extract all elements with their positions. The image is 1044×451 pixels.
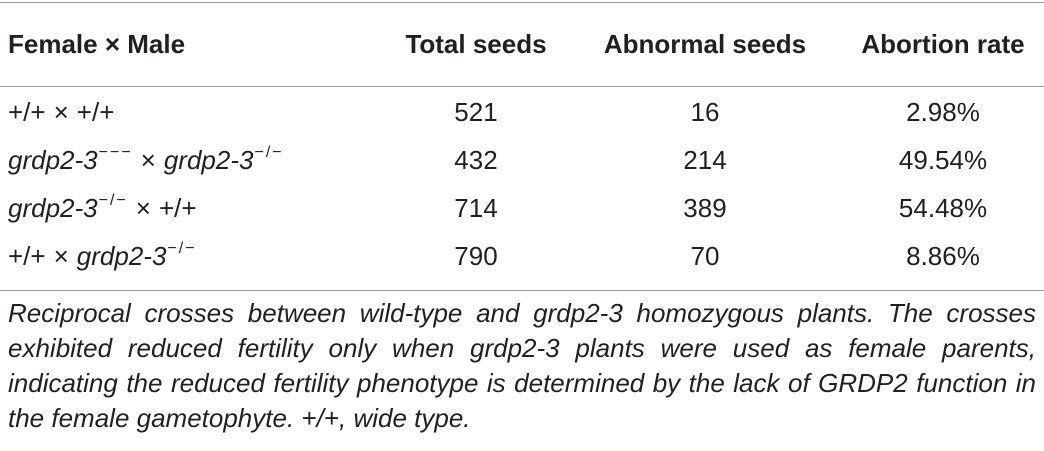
- header-female-male: Female × Male: [8, 29, 186, 59]
- cross-cell: +/+ × +/+: [8, 88, 114, 136]
- female-genotype: −−−: [98, 144, 133, 161]
- table-bottom-rule: [0, 290, 1044, 291]
- table-top-rule: [0, 2, 1044, 3]
- table-row: +/+ × +/+ 521 16 2.98%: [0, 88, 1044, 136]
- abortion-rate-cell: 49.54%: [898, 145, 988, 175]
- abortion-rate-cell: 2.98%: [906, 97, 980, 127]
- abortion-rate-cell: 54.48%: [898, 193, 988, 223]
- male-gene: grdp2-3: [163, 145, 254, 175]
- cross-cell: +/+ × grdp2-3−/−: [8, 232, 197, 285]
- female-gene: grdp2-3: [8, 145, 98, 175]
- total-seeds-cell: 714: [454, 193, 498, 223]
- abnormal-seeds-cell: 214: [683, 145, 727, 175]
- male-genotype: +/+: [158, 193, 197, 223]
- table-row: +/+ × grdp2-3−/− 790 70 8.86%: [0, 232, 1044, 280]
- total-seeds-cell: 432: [454, 145, 498, 175]
- table-header-rule: [0, 86, 1044, 87]
- female-genotype: +/+: [8, 97, 46, 127]
- abnormal-seeds-cell: 389: [683, 193, 727, 223]
- times-symbol: ×: [53, 241, 69, 271]
- table-row: grdp2-3−−− × grdp2-3−/− 432 214 49.54%: [0, 136, 1044, 184]
- abortion-rate-cell: 8.86%: [906, 241, 980, 271]
- header-abnormal-seeds: Abnormal seeds: [603, 29, 807, 59]
- header-abortion-rate: Abortion rate: [861, 29, 1025, 59]
- cross-cell: grdp2-3−/− × +/+: [8, 184, 197, 237]
- times-symbol: ×: [140, 145, 156, 175]
- female-gene: grdp2-3: [8, 193, 98, 223]
- table-row: grdp2-3−/− × +/+ 714 389 54.48%: [0, 184, 1044, 232]
- table-caption: Reciprocal crosses between wild-type and…: [8, 298, 1036, 433]
- female-genotype: −/−: [98, 192, 128, 209]
- male-genotype: +/+: [76, 97, 115, 127]
- male-genotype: −/−: [254, 144, 284, 161]
- total-seeds-cell: 790: [454, 241, 498, 271]
- male-genotype: −/−: [167, 240, 197, 257]
- abnormal-seeds-cell: 16: [690, 97, 720, 127]
- times-symbol: ×: [135, 193, 151, 223]
- times-symbol: ×: [53, 97, 69, 127]
- female-genotype: +/+: [8, 241, 46, 271]
- header-total-seeds: Total seeds: [405, 29, 547, 59]
- male-gene: grdp2-3: [76, 241, 167, 271]
- total-seeds-cell: 521: [454, 97, 498, 127]
- abnormal-seeds-cell: 70: [690, 241, 720, 271]
- table-header-row: Female × Male Total seeds Abnormal seeds…: [0, 22, 1044, 66]
- cross-cell: grdp2-3−−− × grdp2-3−/−: [8, 136, 284, 189]
